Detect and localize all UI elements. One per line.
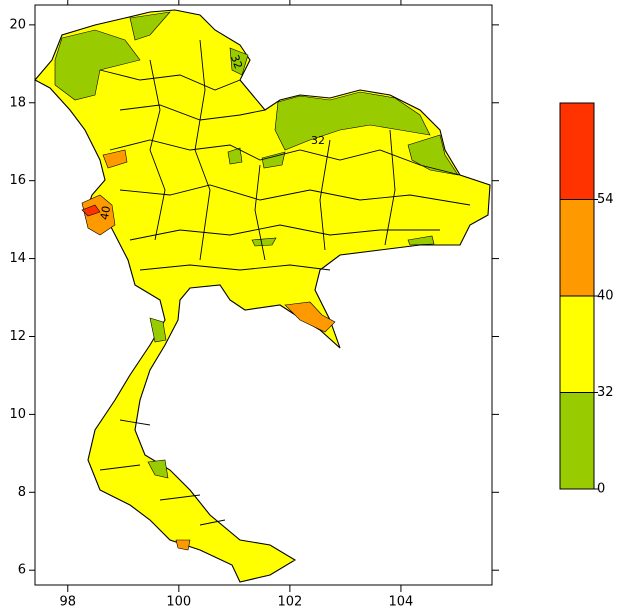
region-green — [227, 147, 243, 165]
region-green — [129, 11, 171, 41]
x-tick-label: 104 — [389, 595, 414, 610]
region-green — [274, 91, 431, 151]
contour-label: 32 — [311, 134, 325, 147]
region-orange — [284, 301, 336, 333]
region-green — [147, 459, 169, 479]
region-green — [149, 317, 167, 343]
colorbar-label: 32 — [597, 385, 614, 400]
country-land — [34, 9, 491, 583]
colorbar-bin — [559, 199, 595, 297]
region-green — [251, 237, 277, 247]
y-tick-label: 20 — [9, 17, 26, 32]
region-green — [407, 235, 435, 246]
province-border — [99, 39, 471, 526]
colorbar-label: 54 — [597, 192, 614, 207]
colorbar-bin — [559, 295, 595, 393]
y-tick-label: 6 — [18, 563, 26, 578]
colorbar-bin — [559, 102, 595, 200]
y-tick-label: 14 — [9, 251, 26, 266]
region-orange — [81, 194, 116, 236]
x-tick-label: 100 — [166, 595, 191, 610]
map-layer — [34, 9, 491, 583]
y-tick-label: 10 — [9, 407, 26, 422]
y-tick-label: 16 — [9, 173, 26, 188]
y-tick-label: 12 — [9, 329, 26, 344]
colorbar-label: 40 — [597, 289, 614, 304]
y-tick-label: 8 — [18, 485, 26, 500]
region-green — [261, 151, 286, 169]
plot-frame — [34, 4, 493, 586]
x-tick-label: 98 — [59, 595, 76, 610]
region-orange — [102, 149, 128, 169]
region-red — [81, 204, 101, 217]
x-tick-label: 102 — [277, 595, 302, 610]
contour-label: 40 — [98, 205, 113, 221]
contour-label: 32 — [228, 53, 245, 71]
colorbar-label: 0 — [597, 482, 605, 497]
region-green — [407, 134, 459, 176]
region-green — [229, 47, 249, 76]
region-orange — [175, 539, 191, 551]
colorbar-bin — [559, 392, 595, 490]
y-tick-label: 18 — [9, 95, 26, 110]
